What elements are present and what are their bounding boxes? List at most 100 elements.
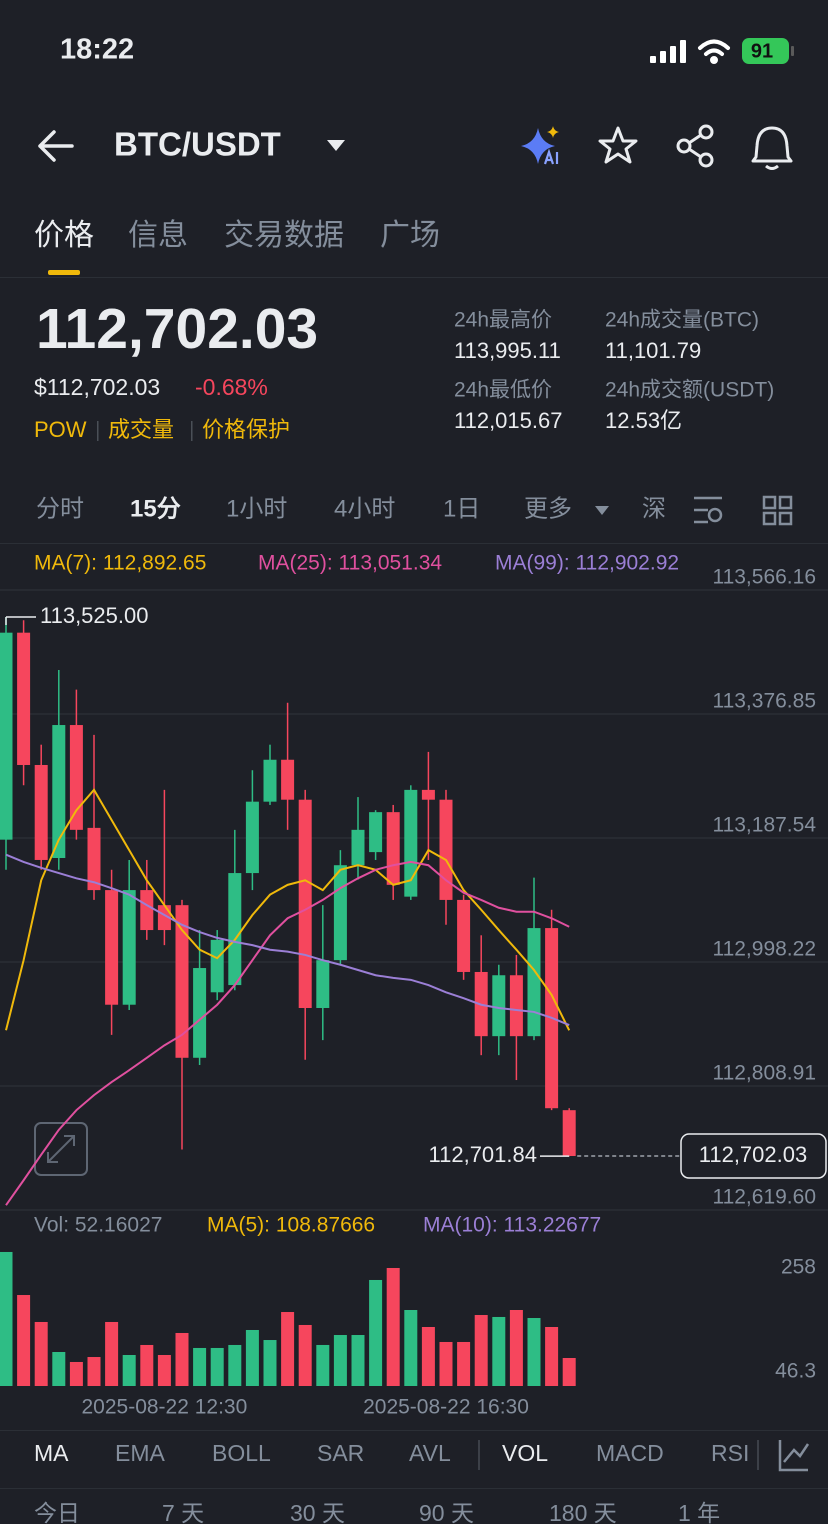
candle-body [69,725,83,830]
candle-body [122,890,136,1005]
ma-line [5,853,570,1026]
ticker-tag[interactable]: 价格保护 [202,417,290,442]
stat-value: 12.53亿 [605,408,682,433]
low-label: 112,701.84 [429,1142,537,1167]
indicator-separator [757,1440,759,1470]
candle-body [281,759,295,800]
candle-body [175,905,189,1058]
volume-bar [105,1321,119,1386]
range[interactable]: 7 天 [162,1500,204,1524]
back-button[interactable] [38,130,74,162]
candle-body [87,827,101,891]
candle-body [245,801,259,874]
volume-bar [87,1357,101,1386]
pair-dropdown[interactable] [327,140,345,151]
tab[interactable]: 交易数据 [224,219,344,252]
wifi-icon [698,39,730,64]
volume-bar [245,1329,259,1386]
indicator[interactable]: BOLL [212,1440,271,1466]
range[interactable]: 180 天 [549,1500,617,1524]
volume-bar [333,1335,347,1386]
interval[interactable]: 15分 [130,495,181,522]
volume-bar [34,1321,48,1386]
range[interactable]: 30 天 [290,1500,345,1524]
divider [0,543,828,544]
ma-legend: MA(25): 113,051.34 [258,552,442,575]
high-label: 113,525.00 [40,603,148,628]
price-change: -0.68% [195,374,268,400]
candle-body [333,865,347,961]
expand-button[interactable] [34,1122,88,1176]
ma-legend: MA(99): 112,902.92 [495,552,679,575]
range[interactable]: 90 天 [419,1500,474,1524]
tab[interactable]: 广场 [380,219,440,252]
battery-cap [791,46,794,56]
candle-body [351,829,365,866]
high-marker [5,616,36,625]
indicator[interactable]: EMA [115,1440,166,1466]
volume-legend: MA(5): 108.87666 [207,1214,375,1237]
indicator[interactable]: SAR [317,1440,364,1466]
interval[interactable]: 4小时 [334,495,395,522]
interval[interactable]: 1日 [443,495,480,522]
interval[interactable]: 更多 [524,495,572,522]
layout-button[interactable] [762,495,793,526]
range[interactable]: 1 年 [678,1500,720,1524]
divider [0,1430,828,1431]
candle-body [263,759,277,802]
tab[interactable]: 价格 [34,219,94,252]
more-dropdown[interactable] [595,506,609,515]
chart-settings-button[interactable] [694,496,723,524]
candle-body [527,928,541,1037]
interval[interactable]: 深 [642,495,666,522]
range[interactable]: 今日 [34,1500,80,1524]
tab-indicator [48,270,80,275]
indicator[interactable]: MACD [596,1440,664,1466]
volume-bar [492,1316,506,1386]
volume-bar [369,1279,383,1386]
ai-button[interactable] [521,126,559,165]
indicator[interactable]: AVL [409,1440,451,1466]
pair-title[interactable]: BTC/USDT [114,126,281,163]
volume-bar [404,1309,418,1386]
share-button[interactable] [676,124,714,168]
y-tick-label: 112,619.60 [712,1186,816,1209]
indicator[interactable]: VOL [502,1440,548,1466]
indicator[interactable]: RSI [711,1440,749,1466]
favorite-button[interactable] [598,126,638,164]
candle-body [404,789,418,897]
last-price-label: 112,702.03 [699,1142,807,1167]
volume-bar [386,1267,400,1386]
volume-bar [509,1309,523,1386]
volume-bar [210,1347,224,1386]
volume-bar [157,1354,171,1386]
volume-bar [527,1318,541,1386]
alert-button[interactable] [751,126,793,170]
candle-body [298,799,312,1008]
tag-separator [191,421,193,441]
tab[interactable]: 信息 [128,219,188,252]
ticker-tag[interactable]: POW [34,417,87,442]
candle-body [210,939,224,993]
interval[interactable]: 分时 [36,495,84,522]
volume-bar [298,1324,312,1386]
stat-value: 11,101.79 [605,338,701,363]
candle-body [0,632,13,840]
volume-tick-label: 46.3 [775,1360,816,1383]
candle-body [562,1110,576,1157]
volume-bar [52,1352,66,1386]
candle-body [421,789,435,800]
candle-body [316,960,330,1008]
volume-bar [69,1361,83,1386]
last-price-box [680,1133,827,1179]
drawing-tools-button[interactable] [778,1440,810,1472]
indicator[interactable]: MA [34,1440,69,1466]
y-tick-label: 113,187.54 [712,814,816,837]
ticker-tag[interactable]: 成交量 [108,417,174,442]
interval[interactable]: 1小时 [226,495,287,522]
candle-body [509,975,523,1037]
candle-body [140,890,154,931]
candle-body [228,873,242,986]
y-tick-label: 113,566.16 [712,566,816,589]
